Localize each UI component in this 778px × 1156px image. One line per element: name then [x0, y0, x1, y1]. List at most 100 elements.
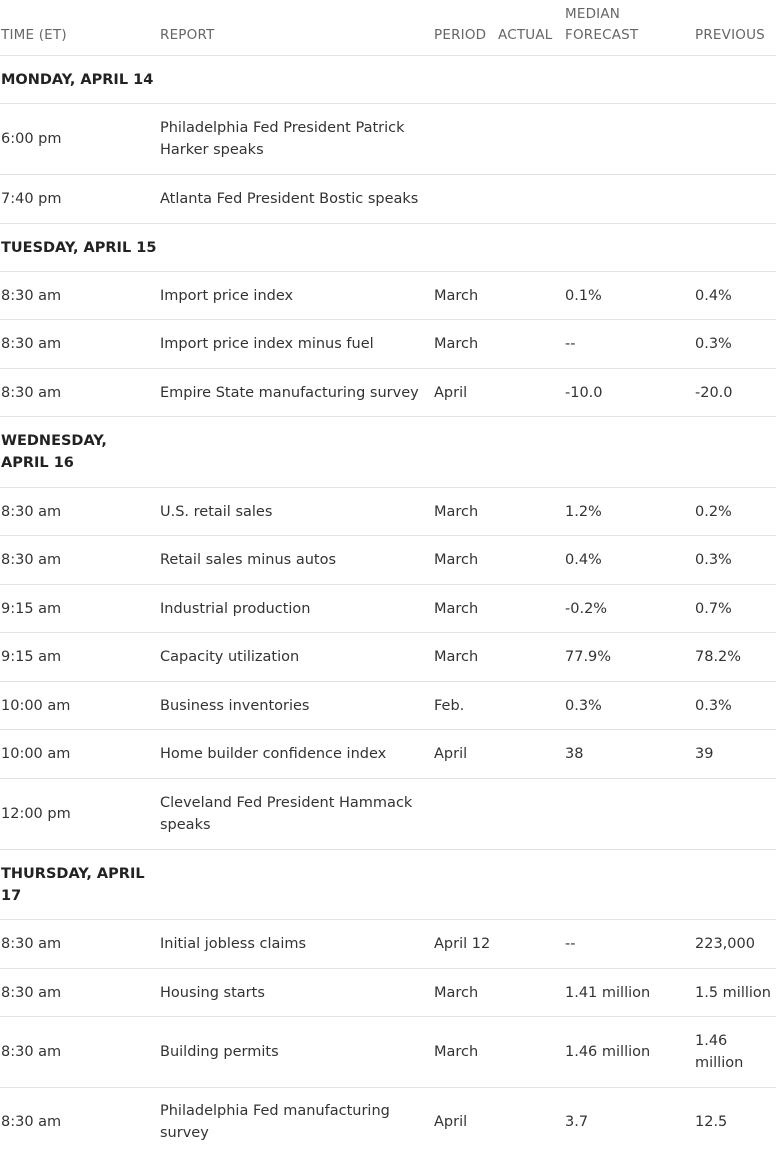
row-report: Initial jobless claims	[160, 936, 307, 952]
row-time: 6:00 pm	[1, 131, 62, 147]
row-median: 77.9%	[565, 649, 612, 665]
row-period: March	[434, 503, 479, 520]
day-row-wednesday: WEDNESDAY, APRIL 16	[0, 417, 776, 488]
table-row: 8:30 am Initial jobless claims April 12 …	[0, 920, 776, 969]
table-row: 9:15 am Capacity utilization March 77.9%…	[0, 633, 776, 682]
header-time: TIME (ET)	[1, 27, 67, 43]
table-row: 6:00 pm Philadelphia Fed President Patri…	[0, 104, 776, 175]
row-median: 3.7	[565, 1114, 589, 1130]
row-median: --	[565, 936, 576, 952]
row-report: Home builder confidence index	[160, 746, 387, 762]
row-period: Feb.	[434, 697, 465, 714]
row-period: April	[434, 1114, 468, 1130]
day-label: WEDNESDAY, APRIL 16	[1, 433, 107, 471]
row-time: 8:30 am	[1, 936, 62, 952]
row-time: 8:30 am	[1, 984, 62, 1001]
table-row: 8:30 am U.S. retail sales March 1.2% 0.2…	[0, 488, 776, 536]
table-row: 8:30 am Retail sales minus autos March 0…	[0, 536, 776, 585]
row-median: 1.46 million	[565, 1044, 651, 1060]
row-previous: 1.46 million	[695, 1033, 744, 1071]
row-previous: 0.3%	[695, 552, 732, 568]
row-previous: 78.2%	[695, 649, 742, 665]
row-report: Capacity utilization	[160, 649, 300, 665]
day-label: TUESDAY, APRIL 15	[1, 239, 157, 256]
row-time: 10:00 am	[1, 746, 71, 762]
table-row: 8:30 am Philadelphia Fed manufacturing s…	[0, 1088, 776, 1156]
row-median: -10.0	[565, 384, 603, 401]
row-previous: -20.0	[695, 384, 733, 401]
row-previous: 0.3%	[695, 697, 732, 714]
table-row: 8:30 am Import price index March 0.1% 0.…	[0, 272, 776, 320]
row-time: 8:30 am	[1, 503, 62, 520]
row-previous: 0.7%	[695, 600, 732, 617]
row-median: 0.1%	[565, 287, 602, 304]
table-row: 8:30 am Building permits March 1.46 mill…	[0, 1017, 776, 1088]
row-median: 0.3%	[565, 697, 602, 714]
row-period: March	[434, 984, 479, 1001]
row-previous: 39	[695, 746, 714, 762]
row-report: Business inventories	[160, 697, 310, 714]
row-median: 1.41 million	[565, 984, 651, 1001]
header-report: REPORT	[160, 27, 215, 43]
row-report: Retail sales minus autos	[160, 552, 337, 568]
row-time: 8:30 am	[1, 336, 62, 352]
row-period: March	[434, 649, 479, 665]
table-row: 12:00 pm Cleveland Fed President Hammack…	[0, 779, 776, 850]
row-median: 0.4%	[565, 552, 602, 568]
day-row-monday: MONDAY, APRIL 14	[0, 56, 776, 104]
day-label: MONDAY, APRIL 14	[1, 71, 154, 88]
row-time: 9:15 am	[1, 649, 62, 665]
row-period: March	[434, 336, 479, 352]
table-row: 7:40 pm Atlanta Fed President Bostic spe…	[0, 175, 776, 224]
row-time: 8:30 am	[1, 552, 62, 568]
row-median: 1.2%	[565, 503, 602, 520]
row-report: Philadelphia Fed manufacturing survey	[160, 1103, 390, 1141]
table-row: 10:00 am Home builder confidence index A…	[0, 730, 776, 779]
header-previous: PREVIOUS	[695, 27, 765, 43]
row-time: 8:30 am	[1, 287, 62, 304]
row-previous: 223,000	[695, 936, 755, 952]
row-period: April	[434, 746, 468, 762]
row-time: 8:30 am	[1, 1044, 62, 1060]
row-report: Import price index	[160, 287, 294, 304]
row-time: 10:00 am	[1, 697, 71, 714]
day-row-thursday: THURSDAY, APRIL 17	[0, 850, 776, 920]
row-period: March	[434, 1044, 479, 1060]
header-actual: ACTUAL	[498, 27, 553, 43]
row-time: 8:30 am	[1, 1114, 62, 1130]
row-time: 8:30 am	[1, 384, 62, 401]
row-report: Cleveland Fed President Hammack speaks	[160, 795, 413, 833]
row-period: March	[434, 600, 479, 617]
row-previous: 0.3%	[695, 336, 732, 352]
row-time: 7:40 pm	[1, 191, 62, 207]
table-row: 10:00 am Business inventories Feb. 0.3% …	[0, 682, 776, 730]
row-time: 12:00 pm	[1, 806, 71, 822]
day-row-tuesday: TUESDAY, APRIL 15	[0, 224, 776, 272]
header-period: PERIOD	[434, 27, 487, 43]
day-label: THURSDAY, APRIL 17	[1, 865, 145, 904]
row-report: Housing starts	[160, 984, 265, 1001]
table-row: 9:15 am Industrial production March -0.2…	[0, 585, 776, 633]
row-previous: 12.5	[695, 1114, 728, 1130]
row-report: Import price index minus fuel	[160, 336, 374, 352]
row-report: Empire State manufacturing survey	[160, 384, 419, 401]
row-period: April	[434, 384, 468, 401]
row-time: 9:15 am	[1, 600, 62, 617]
table-row: 8:30 am Housing starts March 1.41 millio…	[0, 969, 776, 1017]
header-median-forecast: MEDIAN FORECAST	[565, 6, 639, 43]
row-previous: 1.5 million	[695, 984, 771, 1001]
row-median: --	[565, 336, 576, 352]
row-median: -0.2%	[565, 600, 608, 617]
row-report: Industrial production	[160, 600, 311, 617]
row-report: U.S. retail sales	[160, 503, 273, 520]
row-period: March	[434, 552, 479, 568]
row-period: March	[434, 287, 479, 304]
row-previous: 0.2%	[695, 503, 732, 520]
row-period: April 12	[434, 936, 491, 952]
row-report: Atlanta Fed President Bostic speaks	[160, 191, 419, 207]
row-report: Building permits	[160, 1044, 279, 1060]
table-header: TIME (ET) REPORT PERIOD ACTUAL MEDIAN FO…	[0, 0, 776, 56]
table-row: 8:30 am Import price index minus fuel Ma…	[0, 320, 776, 369]
row-median: 38	[565, 746, 584, 762]
